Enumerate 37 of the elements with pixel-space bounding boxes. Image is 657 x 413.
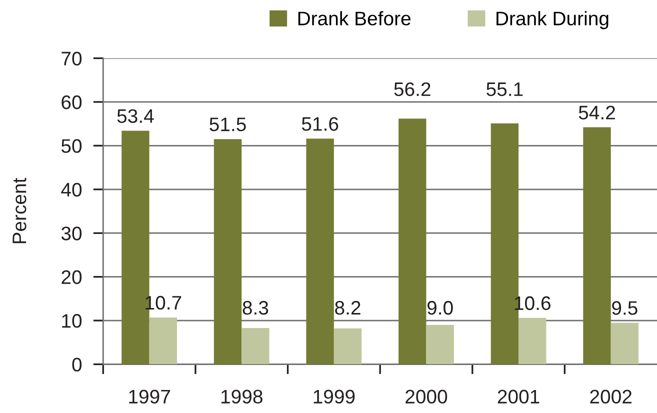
y-axis-title: Percent (12, 178, 26, 244)
data-label: 54.2 (578, 106, 615, 120)
y-tick-label: 0 (72, 358, 82, 372)
bar (426, 324, 454, 364)
data-label: 55.1 (486, 82, 523, 96)
bar (149, 317, 177, 364)
data-label: 8.2 (335, 300, 360, 315)
x-tick-label: 1999 (314, 390, 355, 404)
y-tick-label: 60 (62, 95, 82, 110)
bar (242, 328, 270, 364)
data-label: 9.5 (612, 301, 638, 315)
data-label: 51.5 (210, 118, 246, 132)
x-tick-label: 1997 (129, 390, 170, 404)
legend-label: Drank During (496, 11, 608, 30)
data-label: 9.0 (427, 300, 453, 315)
bar (334, 328, 362, 364)
bar (518, 318, 546, 364)
y-tick-label: 40 (61, 182, 82, 197)
bar (214, 139, 242, 364)
y-tick-label: 10 (62, 314, 82, 328)
x-tick-label: 1998 (221, 390, 262, 404)
data-label: 53.4 (117, 109, 154, 123)
data-label: 51.6 (302, 117, 338, 131)
data-label: 56.2 (394, 82, 430, 96)
data-label: 8.3 (242, 300, 268, 315)
y-tick-label: 30 (61, 226, 82, 240)
x-tick-label: 2002 (590, 390, 632, 404)
x-tick-label: 2000 (406, 390, 448, 404)
legend-label: Drank Before (298, 11, 410, 26)
bar (583, 127, 611, 364)
y-tick-label: 70 (62, 52, 82, 66)
bar (306, 138, 334, 364)
bar (610, 322, 639, 364)
y-tick-label: 20 (62, 270, 82, 284)
y-tick-label: 50 (61, 139, 82, 153)
bar (398, 118, 426, 364)
x-tick-label: 2001 (498, 390, 540, 404)
